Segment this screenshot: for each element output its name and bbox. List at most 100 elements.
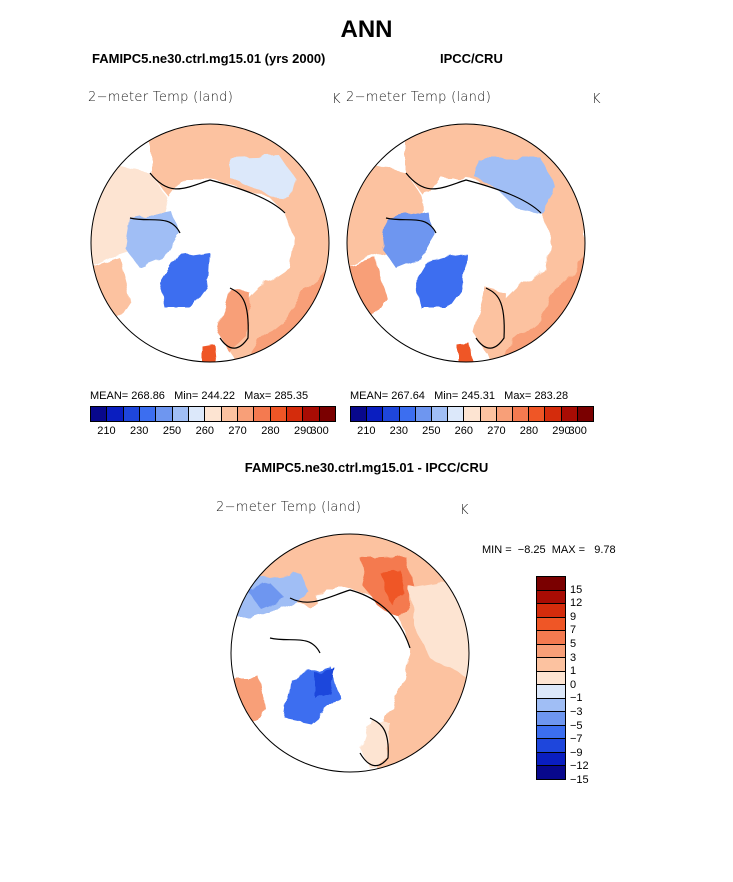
colorbar-swatch xyxy=(107,407,124,421)
panel3-title: FAMIPC5.ne30.ctrl.mg15.01 - IPCC/CRU xyxy=(244,460,489,475)
panel2-max-label: Max= xyxy=(504,390,532,402)
panel3-stats: MIN = −8.25 MAX = 9.78 xyxy=(482,544,616,556)
colorbar-swatch xyxy=(464,407,481,421)
land-canada-cold xyxy=(125,210,180,268)
panel3-units: K xyxy=(460,503,469,518)
colorbar-swatch xyxy=(537,739,565,753)
panel1-units: K xyxy=(332,92,341,107)
colorbar-tick-label: 210 xyxy=(97,425,116,437)
panel3-variable-label: 2−meter Temp (land) xyxy=(216,500,362,515)
colorbar-tick-label: 210 xyxy=(357,425,376,437)
colorbar-swatch xyxy=(496,407,514,421)
panel3-min-value: −8.25 xyxy=(517,544,546,556)
panel2-variable-label: 2−meter Temp (land) xyxy=(346,90,492,105)
colorbar-swatch xyxy=(123,407,140,421)
colorbar-swatch xyxy=(303,407,320,421)
panel2-colorbar-ticks: 210 230 250 260 270 280 290 300 xyxy=(350,425,594,439)
colorbar-tick-label: −1 xyxy=(570,692,583,705)
colorbar-tick-label: 9 xyxy=(570,610,577,623)
colorbar-tick-label: 280 xyxy=(519,425,539,437)
panel2-min-label: Min= xyxy=(434,390,459,402)
panel2-units: K xyxy=(592,92,601,107)
colorbar-swatch xyxy=(432,407,449,421)
colorbar-tick-label: 230 xyxy=(389,425,408,437)
colorbar-swatch xyxy=(537,617,565,632)
colorbar-swatch xyxy=(448,407,465,421)
land-scandinavia xyxy=(218,288,250,353)
panel2-mean-value: 267.64 xyxy=(391,390,425,402)
colorbar-tick-label: −5 xyxy=(570,719,583,732)
colorbar-swatch xyxy=(513,407,530,421)
colorbar-swatch xyxy=(415,407,433,421)
panel3-colorbar-ticks: 15 12 9 7 5 3 1 0 −1 −3 −5 −7 −9 −12 −15 xyxy=(570,576,610,786)
colorbar-tick-label: −9 xyxy=(570,746,583,759)
colorbar-swatch xyxy=(529,407,546,421)
colorbar-swatch xyxy=(537,671,565,686)
colorbar-swatch xyxy=(537,604,565,618)
panel3-max-label: MAX = xyxy=(551,544,586,556)
panel1-max-label: Max= xyxy=(244,390,272,402)
colorbar-swatch xyxy=(221,407,238,421)
colorbar-tick-label: 290 xyxy=(552,425,571,437)
colorbar-tick-label: 270 xyxy=(228,425,247,437)
colorbar-tick-label: 260 xyxy=(195,425,214,437)
colorbar-tick-label: 12 xyxy=(570,597,583,610)
colorbar-tick-label: −3 xyxy=(570,705,583,718)
panel1-title: FAMIPC5.ne30.ctrl.mg15.01 (yrs 2000) xyxy=(92,51,326,66)
colorbar-swatch xyxy=(188,407,206,421)
panel2-colorbar xyxy=(350,406,594,422)
colorbar-tick-label: 15 xyxy=(570,583,583,596)
panel2-polar-map xyxy=(346,123,586,363)
colorbar-swatch xyxy=(367,407,384,421)
colorbar-swatch xyxy=(383,407,400,421)
colorbar-swatch xyxy=(537,766,565,779)
colorbar-swatch xyxy=(351,407,368,421)
colorbar-tick-label: 5 xyxy=(570,637,577,650)
land-uk xyxy=(202,344,216,362)
colorbar-swatch xyxy=(537,658,565,672)
colorbar-swatch xyxy=(537,725,565,740)
colorbar-tick-label: −7 xyxy=(570,733,583,746)
colorbar-swatch xyxy=(205,407,222,421)
colorbar-swatch xyxy=(399,407,416,421)
colorbar-tick-label: 250 xyxy=(422,425,441,437)
panel3-max-value: 9.78 xyxy=(594,544,616,556)
colorbar-swatch xyxy=(537,752,565,767)
panel1-colorbar xyxy=(90,406,336,422)
colorbar-swatch xyxy=(537,631,565,645)
panel3-polar-map xyxy=(230,533,470,773)
colorbar-tick-label: 260 xyxy=(454,425,474,437)
colorbar-swatch xyxy=(537,685,565,699)
colorbar-swatch xyxy=(577,407,594,421)
land-greenland xyxy=(160,253,210,308)
colorbar-tick-label: 7 xyxy=(570,624,577,637)
colorbar-tick-label: 250 xyxy=(162,425,182,437)
panel1-variable-label: 2−meter Temp (land) xyxy=(88,90,234,105)
colorbar-swatch xyxy=(91,407,108,421)
colorbar-swatch xyxy=(172,407,189,421)
colorbar-tick-label: 290 xyxy=(294,425,313,437)
land-north-america xyxy=(91,158,168,268)
colorbar-swatch xyxy=(537,712,565,726)
panel1-stats: MEAN= 268.86 Min= 244.22 Max= 285.35 xyxy=(90,390,308,402)
colorbar-tick-label: 300 xyxy=(568,425,587,437)
colorbar-swatch xyxy=(139,407,157,421)
panel1-mean-value: 268.86 xyxy=(131,390,165,402)
colorbar-tick-label: 270 xyxy=(487,425,506,437)
panel2-stats: MEAN= 267.64 Min= 245.31 Max= 283.28 xyxy=(350,390,568,402)
colorbar-swatch xyxy=(286,407,304,421)
panel1-mean-label: MEAN= xyxy=(90,390,129,402)
panel1-min-label: Min= xyxy=(174,390,199,402)
colorbar-swatch xyxy=(537,590,565,605)
panel3-min-label: MIN = xyxy=(482,544,512,556)
colorbar-swatch xyxy=(237,407,255,421)
panel2-min-value: 245.31 xyxy=(461,390,495,402)
panel2-mean-label: MEAN= xyxy=(350,390,389,402)
colorbar-swatch xyxy=(537,644,565,659)
panel1-min-value: 244.22 xyxy=(201,390,235,402)
colorbar-swatch xyxy=(480,407,497,421)
colorbar-swatch xyxy=(156,407,173,421)
main-title: ANN xyxy=(340,16,393,43)
colorbar-swatch xyxy=(537,698,565,713)
colorbar-swatch xyxy=(545,407,562,421)
